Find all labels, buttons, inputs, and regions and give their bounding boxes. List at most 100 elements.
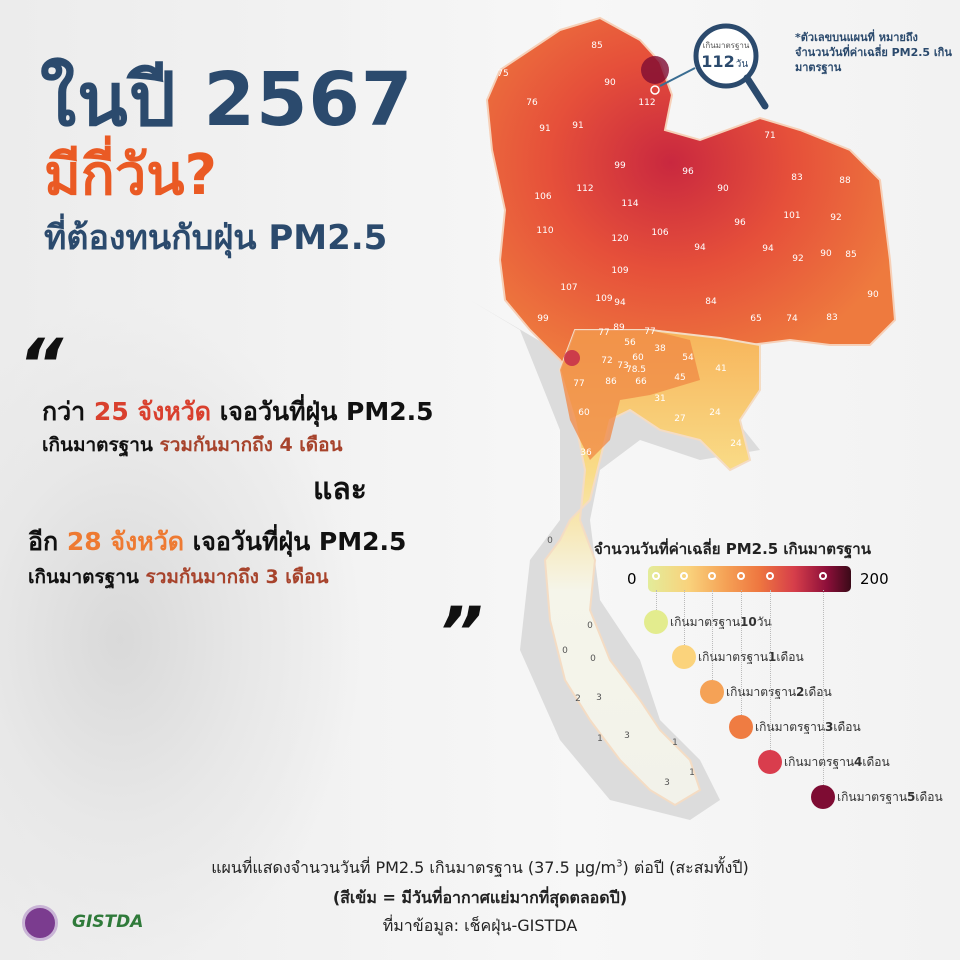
legend-unit: เดือน (776, 649, 804, 664)
legend-leader-line (823, 590, 824, 785)
legend-max: 200 (860, 570, 889, 588)
paragraph2-line1: อีก 28 จังหวัด เจอวันที่ฝุ่น PM2.5 (28, 527, 407, 556)
province-value: 0 (547, 536, 553, 546)
legend-number: 10 (740, 615, 757, 629)
legend-number: 1 (768, 650, 777, 664)
legend-swatch (758, 750, 782, 774)
province-value: 110 (536, 226, 553, 236)
legend-swatch (811, 785, 835, 809)
province-value: 45 (674, 373, 685, 383)
map-central-overlay (560, 330, 700, 460)
province-value: 3 (596, 693, 602, 703)
province-value: 90 (867, 290, 879, 300)
quote-close: ” (438, 592, 484, 674)
magnifier-unit: วัน (736, 59, 749, 70)
province-value: 109 (611, 266, 628, 276)
province-value: 83 (791, 173, 802, 183)
province-value: 72 (601, 356, 612, 366)
and-text: และ (313, 472, 367, 507)
province-value: 96 (734, 218, 746, 228)
province-value: 114 (621, 199, 638, 209)
callout-arrow (659, 67, 696, 87)
province-value: 96 (682, 167, 694, 177)
legend-unit: เดือน (833, 719, 861, 734)
caption-line2: (สีเข้ม = มีวันที่อากาศแย่มากที่สุดตลอดป… (332, 888, 628, 907)
ministry-logo (22, 905, 58, 941)
province-value: 1 (597, 734, 603, 744)
province-value: 75 (497, 69, 508, 79)
legend-leader-line (656, 590, 657, 610)
legend-pin-icon (766, 572, 774, 580)
province-value: 0 (562, 646, 568, 656)
legend-item: เกินมาตรฐาน 10 วัน (644, 610, 772, 634)
legend-prefix: เกินมาตรฐาน (726, 684, 797, 699)
province-value: 31 (654, 394, 665, 404)
province-value: 27 (674, 414, 685, 424)
legend-leader-line (712, 590, 713, 680)
quote-open: “ (18, 324, 64, 406)
callout-pin (650, 85, 660, 95)
legend-number: 5 (907, 790, 916, 804)
legend-title: จำนวนวันที่ค่าเฉลี่ย PM2.5 เกินมาตรฐาน (594, 540, 871, 558)
province-value: 101 (783, 211, 800, 221)
province-value: 90 (820, 249, 832, 259)
province-value: 38 (654, 344, 666, 354)
province-value: 60 (578, 408, 590, 418)
province-value: 3 (624, 731, 630, 741)
province-value: 1 (689, 768, 695, 778)
legend-number: 3 (825, 720, 834, 734)
province-value: 77 (644, 327, 655, 337)
province-value: 94 (694, 243, 706, 253)
province-value: 78.5 (626, 365, 646, 375)
legend-item: เกินมาตรฐาน 2 เดือน (700, 680, 832, 704)
province-value: 71 (764, 131, 775, 141)
legend-unit: วัน (756, 614, 772, 629)
magnifier-handle (743, 74, 769, 110)
province-value: 24 (730, 439, 742, 449)
legend-unit: เดือน (862, 754, 890, 769)
magnifier-icon (693, 23, 759, 89)
province-value: 88 (839, 176, 851, 186)
legend-prefix: เกินมาตรฐาน (755, 719, 826, 734)
paragraph1-line2: เกินมาตรฐาน รวมกันมากถึง 4 เดือน (42, 434, 343, 456)
province-value: 92 (792, 254, 803, 264)
province-value: 24 (709, 408, 721, 418)
province-value: 85 (591, 41, 602, 51)
province-value: 65 (750, 314, 761, 324)
map-note: *ตัวเลขบนแผนที่ หมายถึง จำนวนวันที่ค่าเฉ… (795, 31, 952, 74)
province-value: 84 (705, 297, 717, 307)
province-value: 73 (617, 361, 628, 371)
province-value: 99 (537, 314, 549, 324)
province-value: 1 (672, 738, 678, 748)
paragraph2-line2: เกินมาตรฐาน รวมกันมากถึง 3 เดือน (28, 566, 329, 588)
caption-line1: แผนที่แสดงจำนวนวันที่ PM2.5 เกินมาตรฐาน … (211, 858, 749, 877)
legend-prefix: เกินมาตรฐาน (698, 649, 769, 664)
hotspot (641, 56, 669, 84)
province-value: 106 (651, 228, 668, 238)
province-value: 89 (613, 323, 625, 333)
province-value: 60 (632, 353, 644, 363)
province-value: 112 (576, 184, 593, 194)
legend-unit: เดือน (804, 684, 832, 699)
legend-prefix: เกินมาตรฐาน (670, 614, 741, 629)
legend-leader-line (770, 590, 771, 750)
legend-pin-icon (737, 572, 745, 580)
legend-number: 4 (854, 755, 863, 769)
legend-item: เกินมาตรฐาน 3 เดือน (729, 715, 861, 739)
province-value: 77 (598, 328, 609, 338)
province-value: 66 (635, 377, 647, 387)
legend-number: 2 (796, 685, 805, 699)
legend-swatch (644, 610, 668, 634)
province-value: 36 (580, 448, 592, 458)
gistda-logo: GISTDA (72, 912, 144, 932)
legend-item: เกินมาตรฐาน 4 เดือน (758, 750, 890, 774)
headline-question: มีกี่วัน? (44, 143, 218, 208)
province-value: 112 (638, 98, 655, 108)
province-value: 91 (539, 124, 550, 134)
legend-leader-line (684, 590, 685, 645)
legend-swatch (672, 645, 696, 669)
headline-year: ในปี 2567 (40, 57, 414, 143)
province-value: 0 (587, 621, 593, 631)
province-value: 90 (604, 78, 616, 88)
